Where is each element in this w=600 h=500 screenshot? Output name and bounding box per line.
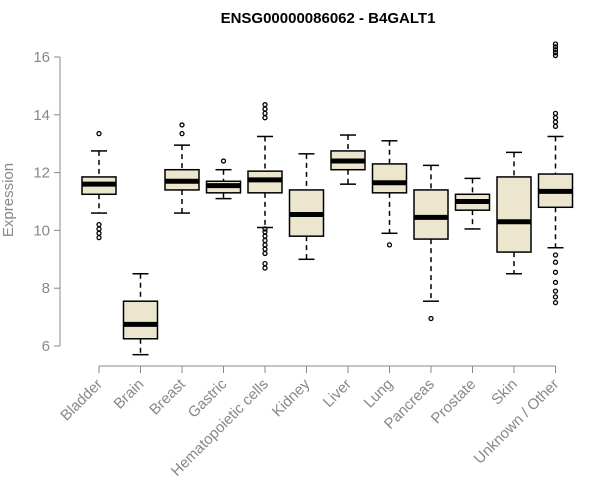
- outlier-point: [552, 269, 559, 275]
- outlier-point: [96, 234, 102, 241]
- outlier-point: [262, 250, 268, 257]
- box-skin: [496, 151, 532, 275]
- box-kidney: [288, 153, 325, 261]
- y-tick-label: 10: [33, 222, 50, 239]
- outlier-point: [552, 294, 559, 300]
- outlier-point: [179, 130, 185, 137]
- outlier-point: [262, 110, 268, 117]
- box-gastric: [205, 158, 242, 200]
- outlier-point: [262, 246, 268, 252]
- chart-title: ENSG00000086062 - B4GALT1: [221, 10, 436, 27]
- y-tick-label: 6: [42, 338, 50, 355]
- outlier-point: [262, 115, 268, 121]
- outlier-point: [262, 242, 268, 248]
- box-brain: [122, 273, 159, 356]
- outlier-point: [552, 44, 559, 50]
- box-bladder: [81, 130, 117, 241]
- boxes-group: [81, 41, 574, 356]
- outlier-point: [552, 50, 559, 56]
- y-tick-label: 14: [33, 107, 50, 124]
- outlier-point: [262, 102, 268, 108]
- x-tick-label: Breast: [146, 375, 189, 418]
- x-tick-label: Lung: [361, 376, 397, 412]
- outlier-point: [96, 221, 102, 228]
- outlier-point: [262, 260, 268, 267]
- iqr-box: [413, 189, 449, 240]
- outlier-point: [96, 130, 102, 137]
- outlier-point: [428, 315, 434, 322]
- x-tick-label: Prostate: [428, 376, 480, 428]
- outlier-point: [552, 279, 559, 286]
- outlier-point: [386, 242, 393, 248]
- iqr-box: [371, 163, 408, 194]
- outlier-point: [179, 122, 185, 128]
- outlier-point: [262, 237, 268, 244]
- y-tick-label: 12: [33, 165, 50, 182]
- outlier-point: [262, 106, 268, 112]
- y-axis: 6 8 10 12 14 16: [33, 49, 61, 355]
- x-tick-label: Skin: [488, 376, 521, 409]
- iqr-box: [496, 176, 532, 253]
- outlier-point: [552, 115, 559, 121]
- box-prostate: [454, 177, 491, 230]
- box-hematopoietic-cells: [247, 102, 283, 271]
- outlier-point: [552, 252, 559, 258]
- outlier-point: [262, 265, 268, 271]
- outlier-point: [552, 299, 559, 306]
- outlier-point: [552, 52, 559, 59]
- x-tick-label: Liver: [320, 376, 355, 411]
- outlier-point: [220, 158, 227, 164]
- box-lung: [371, 140, 408, 248]
- outlier-point: [262, 233, 268, 239]
- outlier-point: [552, 123, 559, 130]
- outlier-point: [552, 110, 559, 117]
- outlier-point: [552, 259, 559, 265]
- x-tick-label: Bladder: [57, 376, 106, 425]
- y-axis-label: Expression: [0, 163, 17, 237]
- y-tick-label: 8: [42, 280, 50, 297]
- y-tick-label: 16: [33, 49, 50, 66]
- outlier-point: [96, 230, 102, 236]
- box-liver: [330, 134, 366, 185]
- box-pancreas: [413, 164, 449, 322]
- outlier-point: [552, 47, 559, 53]
- outlier-point: [262, 226, 268, 232]
- outlier-point: [552, 41, 559, 47]
- outlier-point: [552, 288, 559, 294]
- x-tick-label: Brain: [111, 376, 148, 413]
- x-tick-label: Kidney: [269, 375, 314, 420]
- box-breast: [164, 122, 200, 214]
- outlier-point: [552, 119, 559, 125]
- box-unknown-other: [537, 41, 574, 306]
- iqr-box: [122, 300, 159, 340]
- outlier-point: [96, 226, 102, 232]
- outlier-point: [262, 229, 268, 235]
